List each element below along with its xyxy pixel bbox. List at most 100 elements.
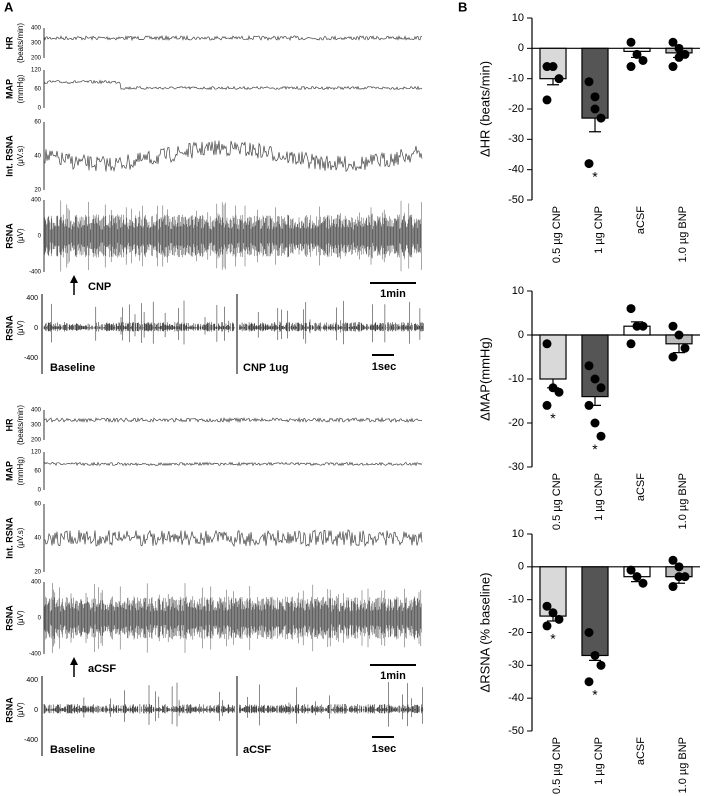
data-point — [584, 628, 594, 637]
y-axis-label: ΔRSNA (% baseline) — [477, 573, 492, 693]
y-axis-label: ΔHR (beats/min) — [477, 61, 492, 157]
y-tick-label: -10 — [508, 373, 524, 385]
trace-tick-label: 0 — [38, 616, 42, 622]
y-tick-label: -40 — [508, 692, 524, 704]
trace-label: HR — [4, 418, 14, 431]
trace-label: Int. RSNA — [4, 517, 14, 559]
trace-tick-label: 200 — [31, 438, 42, 444]
trace-caption: Baseline — [50, 362, 95, 374]
trace-label: MAP — [4, 461, 14, 481]
trace-label: MAP — [4, 79, 14, 99]
significance: * — [550, 410, 556, 426]
trace-label: RSNA — [4, 605, 14, 631]
trace-tick-label: 60 — [34, 120, 41, 126]
trace-tick-label: 400 — [31, 580, 42, 586]
trace-unit: (μV.s) — [16, 527, 25, 548]
trace-tick-label: 120 — [31, 450, 42, 456]
scale-label: 1min — [380, 670, 406, 682]
data-point — [638, 55, 648, 65]
event-label: CNP — [88, 281, 111, 293]
trace-tick-label: 40 — [34, 536, 41, 542]
bar — [581, 566, 609, 657]
trace — [43, 79, 423, 91]
data-point — [596, 431, 606, 441]
trace — [43, 682, 424, 727]
data-point — [626, 37, 636, 47]
trace — [43, 300, 424, 345]
trace-tick-label: -400 — [24, 355, 38, 362]
significance: * — [550, 631, 556, 647]
trace-tick-label: 60 — [34, 469, 41, 475]
trace-label: RSNA — [4, 697, 14, 723]
trace-tick-label: 300 — [31, 423, 42, 429]
x-tick-label: 1 µg CNP — [593, 206, 605, 254]
data-point — [548, 608, 558, 618]
y-tick-label: -50 — [508, 194, 524, 206]
trace-tick-label: 60 — [34, 87, 41, 93]
trace-caption: aCSF — [243, 744, 271, 756]
trace-tick-label: 400 — [26, 677, 38, 684]
data-point — [674, 330, 684, 340]
trace-tick-label: 0 — [38, 488, 42, 494]
trace-caption: CNP 1ug — [243, 362, 289, 374]
panel-label: B — [458, 0, 467, 14]
data-point — [596, 113, 606, 123]
trace-tick-label: 0 — [38, 106, 42, 112]
y-tick-label: -50 — [508, 725, 524, 737]
data-point — [674, 572, 684, 582]
x-tick-label: 1.0 µg BNP — [677, 737, 689, 793]
data-point — [584, 677, 594, 687]
data-point — [590, 374, 600, 384]
data-point — [554, 614, 564, 624]
data-point — [584, 361, 594, 371]
x-tick-label: 0.5 µg CNP — [551, 737, 563, 794]
trace-label: Int. RSNA — [4, 135, 14, 177]
error-bar — [547, 78, 559, 86]
trace-unit: (μV.s) — [16, 145, 25, 166]
scale-label: 1sec — [372, 361, 396, 373]
data-point — [542, 339, 552, 349]
data-point — [626, 304, 636, 314]
x-tick-label: 1 µg CNP — [593, 473, 605, 521]
data-point — [632, 49, 642, 59]
y-tick-label: -40 — [508, 164, 524, 176]
trace-label: RSNA — [4, 315, 14, 341]
data-point — [668, 352, 678, 362]
trace — [43, 529, 423, 548]
trace-label: HR — [4, 36, 14, 49]
y-tick-label: -20 — [508, 417, 524, 429]
trace-tick-label: -400 — [29, 270, 42, 276]
y-tick-label: -30 — [508, 133, 524, 145]
trace-tick-label: 300 — [31, 41, 42, 47]
data-point — [632, 572, 642, 582]
trace-unit: (μV) — [16, 610, 25, 626]
data-point — [590, 104, 600, 114]
data-point — [584, 77, 594, 87]
trace-tick-label: 0 — [34, 707, 38, 714]
trace-label: RSNA — [4, 223, 14, 249]
trace — [43, 583, 422, 653]
data-point — [674, 43, 684, 53]
data-point — [668, 555, 678, 565]
trace-tick-label: 40 — [34, 154, 41, 160]
trace-unit: (μV) — [16, 228, 25, 244]
y-tick-label: -30 — [508, 461, 524, 473]
trace-tick-label: 400 — [31, 26, 42, 32]
trace-unit: (beats/min) — [16, 23, 25, 63]
data-point — [554, 387, 564, 397]
y-tick-label: -10 — [508, 73, 524, 85]
y-tick-label: -20 — [508, 103, 524, 115]
trace-unit: (mmHg) — [16, 456, 25, 485]
trace-unit: (beats/min) — [16, 405, 25, 445]
scale-label: 1min — [380, 288, 406, 300]
y-tick-label: -20 — [508, 626, 524, 638]
data-point — [668, 321, 678, 331]
trace-tick-label: 20 — [34, 570, 41, 576]
y-axis-label: ΔMAP(mmHg) — [477, 337, 492, 421]
data-point — [680, 343, 690, 353]
data-point — [542, 601, 552, 611]
x-tick-label: 1 µg CNP — [593, 737, 605, 785]
data-point — [590, 418, 600, 428]
trace — [43, 34, 423, 42]
